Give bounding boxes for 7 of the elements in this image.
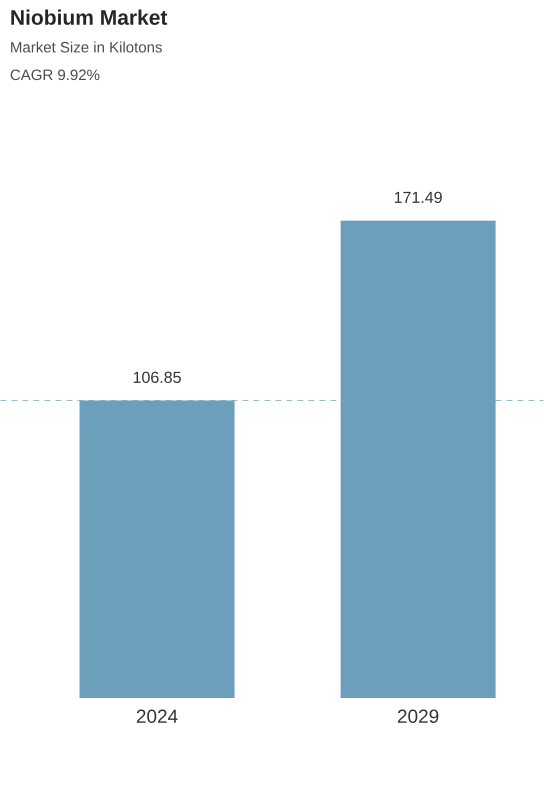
data-label: 171.49 <box>394 192 442 204</box>
data-label: 106.85 <box>134 372 181 383</box>
chart-subtitle: Market Size in Kilotons <box>11 42 162 53</box>
chart-title: Niobium Market <box>11 10 168 25</box>
x-tick-label: 2024 <box>136 710 178 723</box>
text: CAGR 9.92% <box>10 70 100 80</box>
x-tick-label: 2029 <box>398 710 438 723</box>
